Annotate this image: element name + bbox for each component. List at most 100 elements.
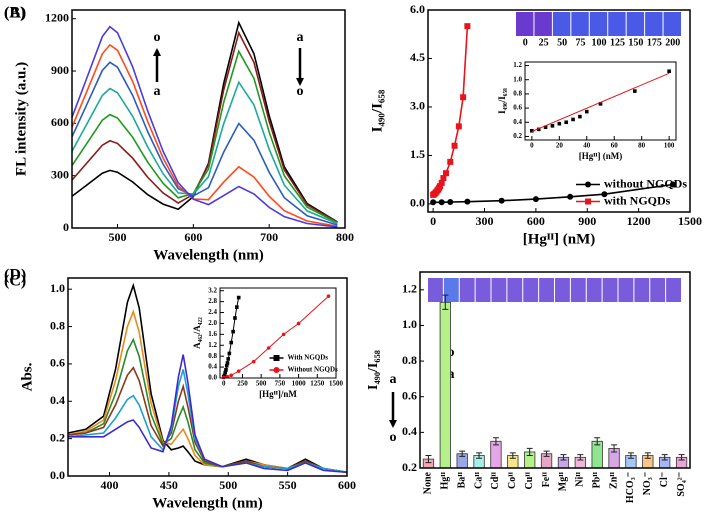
y-axis-label: I₄₉₀/I₆₅₈ bbox=[366, 350, 381, 390]
x-tick-label: 60 bbox=[611, 142, 619, 150]
error-bar bbox=[644, 452, 651, 459]
data-point bbox=[440, 175, 447, 182]
y-tick-label: 0.4 bbox=[402, 424, 417, 438]
data-point bbox=[598, 102, 603, 106]
series-line bbox=[71, 43, 338, 228]
y-tick-label: 6.0 bbox=[410, 2, 425, 16]
error-bar bbox=[509, 452, 516, 459]
data-point bbox=[226, 357, 231, 361]
data-point bbox=[451, 142, 458, 149]
data-point bbox=[633, 89, 637, 93]
x-tick-label: SO₄²⁻ bbox=[676, 472, 687, 497]
x-tick-label: Pbᴵᴵ bbox=[591, 471, 602, 488]
y-axis-label: I₄₉₀/I₆₅₈ bbox=[497, 88, 507, 114]
legend-marker bbox=[273, 367, 280, 373]
x-tick-label: 900 bbox=[578, 214, 596, 228]
vial-photo bbox=[428, 278, 443, 302]
x-tick-label: 450 bbox=[160, 478, 178, 492]
data-point bbox=[460, 94, 467, 101]
x-tick-label: 550 bbox=[279, 478, 297, 492]
series-line bbox=[71, 30, 338, 223]
x-tick-label: 250 bbox=[237, 380, 248, 388]
y-axis-label: I₄₉₀/I₆₅₈ bbox=[369, 89, 385, 132]
data-point bbox=[227, 351, 232, 356]
annotation: o bbox=[390, 430, 397, 445]
x-tick-label: 100 bbox=[664, 142, 675, 150]
y-tick-label: 0.8 bbox=[208, 352, 217, 360]
vial-photo bbox=[645, 12, 663, 36]
x-tick-label: 400 bbox=[101, 478, 119, 492]
vial-label: 200 bbox=[665, 37, 680, 48]
error-bar bbox=[492, 437, 499, 446]
x-axis-label: [Hgᴵᴵ]/nM bbox=[259, 389, 297, 399]
data-point bbox=[235, 305, 239, 309]
error-bar bbox=[476, 452, 483, 459]
x-axis-label: [Hgᴵᴵ] (nM) bbox=[523, 231, 596, 247]
data-point bbox=[667, 69, 671, 74]
series-line bbox=[71, 20, 338, 223]
data-point bbox=[436, 183, 443, 190]
data-point bbox=[326, 294, 331, 298]
data-point bbox=[251, 359, 256, 364]
data-point bbox=[571, 117, 575, 122]
y-tick-label: 4.5 bbox=[410, 50, 425, 64]
data-point bbox=[464, 198, 471, 205]
legend-label: Without NGQDs bbox=[288, 366, 339, 374]
data-point bbox=[438, 179, 445, 186]
data-point bbox=[224, 363, 229, 368]
y-tick-label: 2.0 bbox=[208, 319, 217, 327]
y-tick-label: 1.0 bbox=[402, 317, 417, 331]
x-tick-label: Caᴵᴵ bbox=[473, 471, 484, 489]
vial-photo bbox=[618, 278, 634, 302]
legend-marker bbox=[273, 355, 280, 361]
y-tick-label: 0.6 bbox=[402, 388, 417, 402]
vial-label: 25 bbox=[539, 37, 549, 48]
x-tick-label: Cdᴵᴵ bbox=[490, 471, 501, 489]
plot-frame bbox=[524, 61, 677, 141]
x-tick-label: 40 bbox=[583, 142, 591, 150]
plot-frame bbox=[67, 277, 348, 477]
x-tick-label: 0 bbox=[222, 380, 226, 388]
data-point bbox=[530, 128, 534, 133]
vial-label: 50 bbox=[557, 37, 567, 48]
x-tick-label: 80 bbox=[638, 142, 646, 150]
y-tick-label: 3.2 bbox=[208, 286, 217, 294]
data-point bbox=[464, 23, 471, 30]
y-tick-label: 0.4 bbox=[208, 363, 217, 371]
panel-title: (D) bbox=[4, 267, 26, 284]
arrow-head bbox=[153, 48, 161, 56]
x-tick-label: 20 bbox=[556, 142, 564, 150]
x-tick-label: Niᴵᴵ bbox=[575, 471, 586, 486]
vial-photo bbox=[589, 12, 608, 36]
annotation: o bbox=[154, 30, 161, 45]
y-tick-label: 1.2 bbox=[208, 341, 217, 349]
data-point bbox=[669, 181, 676, 188]
error-bar bbox=[594, 437, 601, 446]
y-tick-label: 0.0 bbox=[50, 468, 65, 482]
data-point bbox=[438, 199, 445, 206]
bar bbox=[439, 301, 451, 469]
data-point bbox=[567, 193, 574, 200]
x-tick-label: 600 bbox=[184, 230, 202, 244]
series-line bbox=[68, 354, 348, 474]
data-point bbox=[532, 196, 539, 203]
y-tick-label: 0.8 bbox=[402, 353, 417, 367]
plot-bg bbox=[72, 10, 345, 228]
x-tick-label: NO₃⁻ bbox=[642, 472, 653, 495]
vial-photo bbox=[459, 278, 475, 302]
vial-photo bbox=[663, 12, 681, 36]
error-bar bbox=[611, 444, 618, 453]
y-tick-label: 900 bbox=[51, 63, 69, 77]
vial-photo bbox=[539, 278, 554, 302]
x-tick-label: Feᴵᴵ bbox=[541, 471, 552, 487]
y-tick-label: 0.4 bbox=[513, 118, 522, 126]
data-point bbox=[447, 198, 454, 205]
vial-label: 175 bbox=[647, 37, 662, 48]
data-point bbox=[266, 346, 271, 350]
series-line bbox=[71, 25, 338, 228]
series-line bbox=[71, 49, 338, 224]
x-tick-label: Coᴵᴵ bbox=[507, 471, 518, 489]
y-tick-label: 0.2 bbox=[513, 132, 522, 140]
vial-label: 100 bbox=[592, 37, 607, 48]
